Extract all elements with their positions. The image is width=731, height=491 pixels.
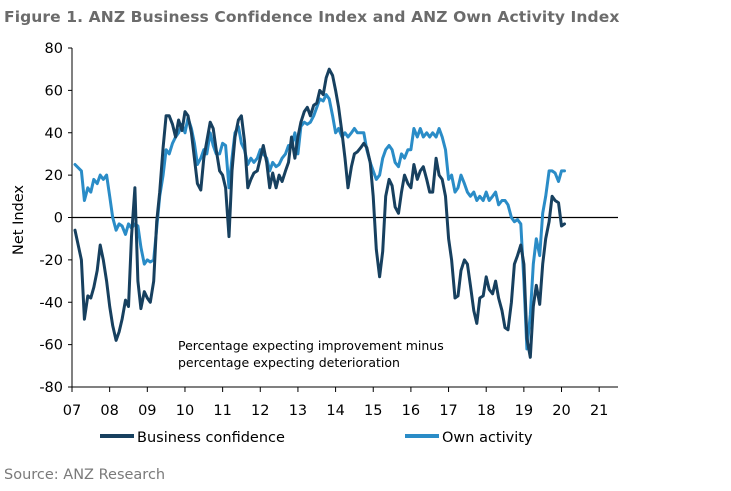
series-line-business-confidence: [73, 67, 566, 359]
x-tick-label: 16: [402, 403, 420, 419]
y-tick-label: 60: [45, 83, 63, 99]
y-tick-label: -80: [39, 380, 63, 396]
x-tick-label: 18: [477, 403, 495, 419]
legend-label-business-confidence: Business confidence: [137, 430, 285, 446]
x-tick-label: 13: [289, 403, 307, 419]
y-tick-label: 0: [54, 211, 63, 227]
series-layer: [73, 67, 566, 359]
x-tick-label: 11: [213, 403, 231, 419]
y-tick-label: 20: [45, 168, 63, 184]
y-axis-label: Net Index: [11, 185, 27, 255]
legend-label-own-activity: Own activity: [442, 430, 533, 446]
x-tick-label: 14: [326, 403, 344, 419]
y-tick-label: -60: [39, 338, 63, 354]
source-note: Source: ANZ Research: [4, 467, 166, 483]
y-tick-label: 40: [45, 126, 63, 142]
x-tick-label: 12: [251, 403, 269, 419]
x-tick-label: 07: [63, 403, 81, 419]
x-tick-label: 08: [100, 403, 118, 419]
series-line-own-activity: [73, 93, 566, 351]
x-tick-label: 20: [552, 403, 570, 419]
x-tick-label: 17: [439, 403, 457, 419]
x-tick-label: 21: [590, 403, 608, 419]
x-tick-label: 10: [176, 403, 194, 419]
x-tick-label: 15: [364, 403, 382, 419]
x-tick-label: 19: [515, 403, 533, 419]
chart-title: Figure 1. ANZ Business Confidence Index …: [4, 8, 620, 26]
legend: Business confidence Own activity: [100, 430, 533, 446]
y-tick-label: -40: [39, 295, 63, 311]
x-tick-label: 09: [138, 403, 156, 419]
annotation-line-1: Percentage expecting improvement minus: [178, 338, 444, 353]
y-tick-label: -20: [39, 253, 63, 269]
y-tick-label: 80: [45, 41, 63, 57]
annotation-line-2: percentage expecting deterioration: [178, 355, 400, 370]
